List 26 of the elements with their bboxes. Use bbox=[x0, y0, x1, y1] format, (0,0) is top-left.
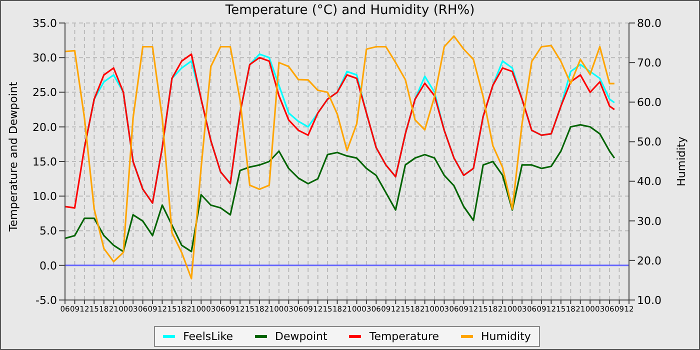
y2-tick-label: 80.0 bbox=[637, 16, 662, 30]
y-tick-label: 35.0 bbox=[32, 16, 57, 30]
chart-title: Temperature (°C) and Humidity (RH%) bbox=[224, 3, 476, 18]
y-tick-label: 25.0 bbox=[32, 86, 57, 100]
y-tick-label: 10.0 bbox=[32, 190, 57, 204]
y-tick-label: 30.0 bbox=[32, 52, 57, 65]
y2-axis-title: Humidity bbox=[674, 136, 688, 186]
y2-tick-label: 70.0 bbox=[637, 56, 662, 70]
legend-label: Humidity bbox=[480, 330, 531, 343]
y2-tick-label: 40.0 bbox=[637, 175, 662, 188]
y2-tick-label: 10.0 bbox=[637, 294, 662, 307]
y-axis-title: Temperature and Dewpoint bbox=[6, 81, 20, 232]
legend-label: Dewpoint bbox=[274, 330, 328, 343]
y-tick-label: 20.0 bbox=[32, 120, 57, 134]
y-tick-label: -5.0 bbox=[36, 294, 57, 307]
y-tick-label: 5.0 bbox=[40, 224, 57, 238]
y2-tick-label: 30.0 bbox=[637, 214, 662, 228]
legend-label: Temperature bbox=[368, 330, 440, 343]
legend-label: FeelsLike bbox=[182, 330, 234, 343]
y2-tick-label: 60.0 bbox=[637, 96, 662, 110]
y2-tick-label: 50.0 bbox=[637, 136, 662, 149]
y2-tick-label: 20.0 bbox=[637, 254, 662, 268]
line-series bbox=[65, 35, 616, 280]
y-tick-label: 15.0 bbox=[32, 155, 57, 168]
line-series bbox=[65, 124, 616, 252]
y-tick-label: 0.0 bbox=[40, 259, 57, 272]
